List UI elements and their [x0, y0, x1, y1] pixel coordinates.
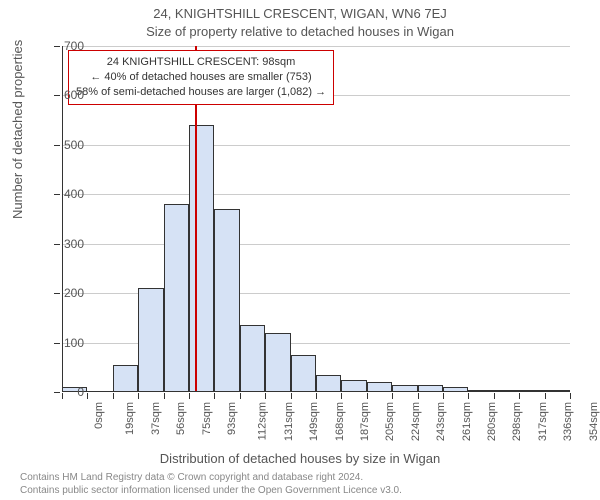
x-tick-label: 298sqm: [512, 402, 524, 441]
x-tick-label: 168sqm: [334, 402, 346, 441]
histogram-bar: [189, 125, 214, 392]
info-box: 24 KNIGHTSHILL CRESCENT: 98sqm ← 40% of …: [68, 50, 334, 105]
x-axis-title: Distribution of detached houses by size …: [0, 451, 600, 466]
x-tick-label: 112sqm: [257, 402, 269, 440]
plot-area: 24 KNIGHTSHILL CRESCENT: 98sqm ← 40% of …: [62, 46, 570, 392]
footer-line-1: Contains HM Land Registry data © Crown c…: [20, 472, 402, 485]
info-line-1: 24 KNIGHTSHILL CRESCENT: 98sqm: [76, 55, 326, 70]
y-tick-label: 700: [44, 39, 84, 53]
info-line-3: 58% of semi-detached houses are larger (…: [76, 85, 326, 100]
x-tick-label: 0sqm: [93, 402, 105, 429]
y-tick-label: 500: [44, 138, 84, 152]
x-tick-label: 261sqm: [461, 402, 473, 441]
info-line-2: ← 40% of detached houses are smaller (75…: [76, 70, 326, 85]
y-tick-label: 400: [44, 187, 84, 201]
chart-title: 24, KNIGHTSHILL CRESCENT, WIGAN, WN6 7EJ: [0, 6, 600, 21]
x-tick-label: 336sqm: [562, 402, 574, 441]
x-tick-label: 56sqm: [175, 402, 187, 435]
y-tick-label: 200: [44, 286, 84, 300]
histogram-bar: [240, 325, 265, 392]
x-tick-label: 131sqm: [283, 402, 295, 441]
footer-line-2: Contains public sector information licen…: [20, 485, 402, 498]
y-tick-label: 300: [44, 237, 84, 251]
histogram-bar: [138, 288, 163, 392]
x-tick-label: 149sqm: [308, 402, 320, 441]
x-axis-line: [62, 391, 570, 392]
x-tick-label: 205sqm: [385, 402, 397, 441]
chart-container: 24, KNIGHTSHILL CRESCENT, WIGAN, WN6 7EJ…: [0, 0, 600, 500]
x-tick-label: 93sqm: [226, 402, 238, 435]
y-tick-label: 0: [44, 385, 84, 399]
y-tick-label: 100: [44, 336, 84, 350]
y-tick-label: 600: [44, 88, 84, 102]
histogram-bar: [316, 375, 341, 392]
x-tick-label: 224sqm: [410, 402, 422, 441]
x-tick-label: 354sqm: [588, 402, 600, 441]
chart-subtitle: Size of property relative to detached ho…: [0, 24, 600, 39]
histogram-bar: [265, 333, 290, 392]
y-axis-title: Number of detached properties: [10, 40, 25, 219]
x-tick-label: 37sqm: [150, 402, 162, 435]
x-tick-label: 317sqm: [537, 402, 549, 441]
x-tick-label: 187sqm: [359, 402, 371, 441]
x-tick-label: 75sqm: [201, 402, 213, 435]
x-tick-label: 243sqm: [435, 402, 447, 441]
x-tick-label: 19sqm: [124, 402, 136, 435]
histogram-bar: [113, 365, 138, 392]
histogram-bar: [291, 355, 316, 392]
x-tick-label: 280sqm: [486, 402, 498, 441]
histogram-bar: [164, 204, 189, 392]
histogram-bar: [214, 209, 239, 392]
footer: Contains HM Land Registry data © Crown c…: [20, 472, 402, 497]
